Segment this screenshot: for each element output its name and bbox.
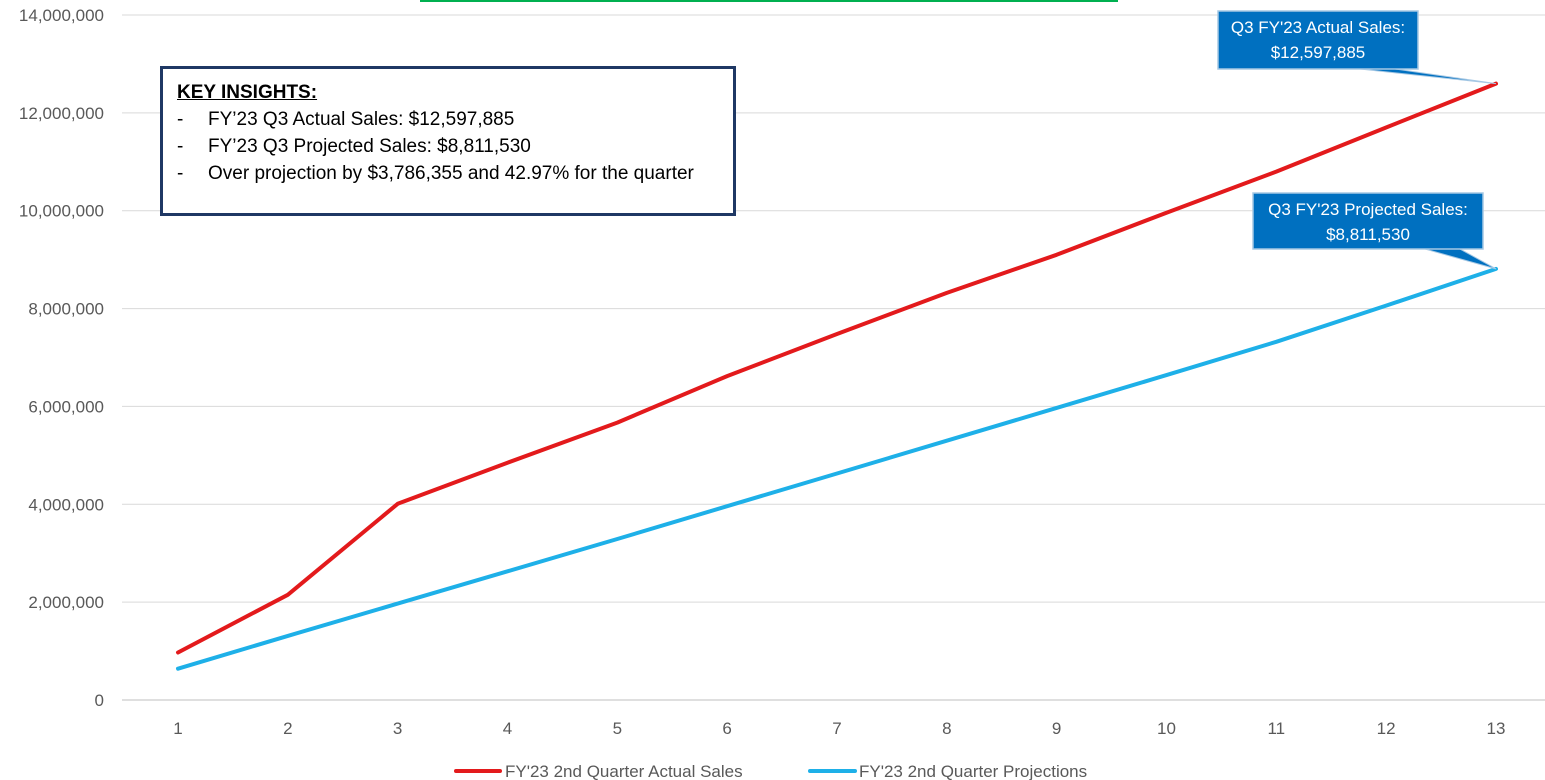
insight-dash: - bbox=[177, 136, 184, 157]
callout-label: Q3 FY'23 Projected Sales: bbox=[1268, 200, 1468, 219]
callout-label: $8,811,530 bbox=[1326, 225, 1410, 244]
key-insights-box: KEY INSIGHTS: - FY’23 Q3 Actual Sales: $… bbox=[160, 66, 736, 216]
y-tick-label: 6,000,000 bbox=[28, 397, 104, 416]
x-tick-label: 9 bbox=[1052, 719, 1061, 738]
x-tick-label: 4 bbox=[503, 719, 512, 738]
insight-over-projection: Over projection by $3,786,355 and 42.97%… bbox=[208, 163, 694, 184]
x-tick-label: 10 bbox=[1157, 719, 1176, 738]
x-tick-label: 3 bbox=[393, 719, 402, 738]
callout-pointer bbox=[1424, 248, 1497, 270]
insight-dash: - bbox=[177, 163, 184, 184]
x-tick-label: 7 bbox=[832, 719, 841, 738]
legend: FY'23 2nd Quarter Actual Sales FY'23 2nd … bbox=[454, 762, 1087, 780]
x-tick-label: 5 bbox=[613, 719, 622, 738]
callout-box bbox=[1217, 10, 1419, 70]
legend-item: FY'23 2nd Quarter Actual Sales bbox=[454, 762, 743, 780]
callout-box bbox=[1252, 192, 1484, 250]
x-tick-label: 2 bbox=[283, 719, 292, 738]
callout-label: $12,597,885 bbox=[1271, 43, 1366, 62]
callout-label: Q3 FY'23 Actual Sales: bbox=[1231, 18, 1405, 37]
legend-label: FY'23 2nd Quarter Actual Sales bbox=[505, 762, 743, 780]
series-lines bbox=[176, 81, 1498, 671]
callout-actual-sales: Q3 FY'23 Actual Sales: $12,597,885 bbox=[1217, 10, 1497, 85]
insight-dash: - bbox=[177, 109, 184, 130]
y-tick-label: 4,000,000 bbox=[28, 495, 104, 514]
insight-item: - Over projection by $3,786,355 and 42.9… bbox=[177, 160, 719, 187]
callout-projected-sales: Q3 FY'23 Projected Sales: $8,811,530 bbox=[1252, 192, 1497, 270]
insight-item: - FY’23 Q3 Projected Sales: $8,811,530 bbox=[177, 133, 719, 160]
x-tick-label: 13 bbox=[1486, 719, 1505, 738]
legend-item: FY'23 2nd Quarter Projections bbox=[808, 762, 1087, 780]
x-tick-label: 12 bbox=[1377, 719, 1396, 738]
insight-projected-sales: FY’23 Q3 Projected Sales: $8,811,530 bbox=[208, 136, 531, 157]
x-tick-label: 1 bbox=[173, 719, 182, 738]
series-line-actual-sales bbox=[176, 81, 1498, 655]
callout-pointer bbox=[1359, 68, 1497, 85]
x-tick-label: 8 bbox=[942, 719, 951, 738]
insight-actual-sales: FY’23 Q3 Actual Sales: $12,597,885 bbox=[208, 109, 515, 130]
key-insights-title: KEY INSIGHTS: bbox=[177, 82, 318, 103]
series-line-projections bbox=[176, 266, 1498, 671]
y-axis-tick-labels: 0 2,000,000 4,000,000 6,000,000 8,000,000 10,… bbox=[19, 6, 104, 710]
y-tick-label: 14,000,000 bbox=[19, 6, 104, 25]
x-tick-label: 11 bbox=[1267, 719, 1285, 738]
y-tick-label: 10,000,000 bbox=[19, 202, 104, 221]
y-tick-label: 12,000,000 bbox=[19, 104, 104, 123]
y-tick-label: 8,000,000 bbox=[28, 300, 104, 319]
y-tick-label: 2,000,000 bbox=[28, 593, 104, 612]
y-tick-label: 0 bbox=[95, 691, 104, 710]
x-tick-label: 6 bbox=[722, 719, 731, 738]
x-axis-tick-labels: 1 2 3 4 5 6 7 8 9 10 11 12 13 bbox=[173, 719, 1505, 738]
insight-item: - FY’23 Q3 Actual Sales: $12,597,885 bbox=[177, 106, 719, 133]
legend-label: FY'23 2nd Quarter Projections bbox=[859, 762, 1087, 780]
